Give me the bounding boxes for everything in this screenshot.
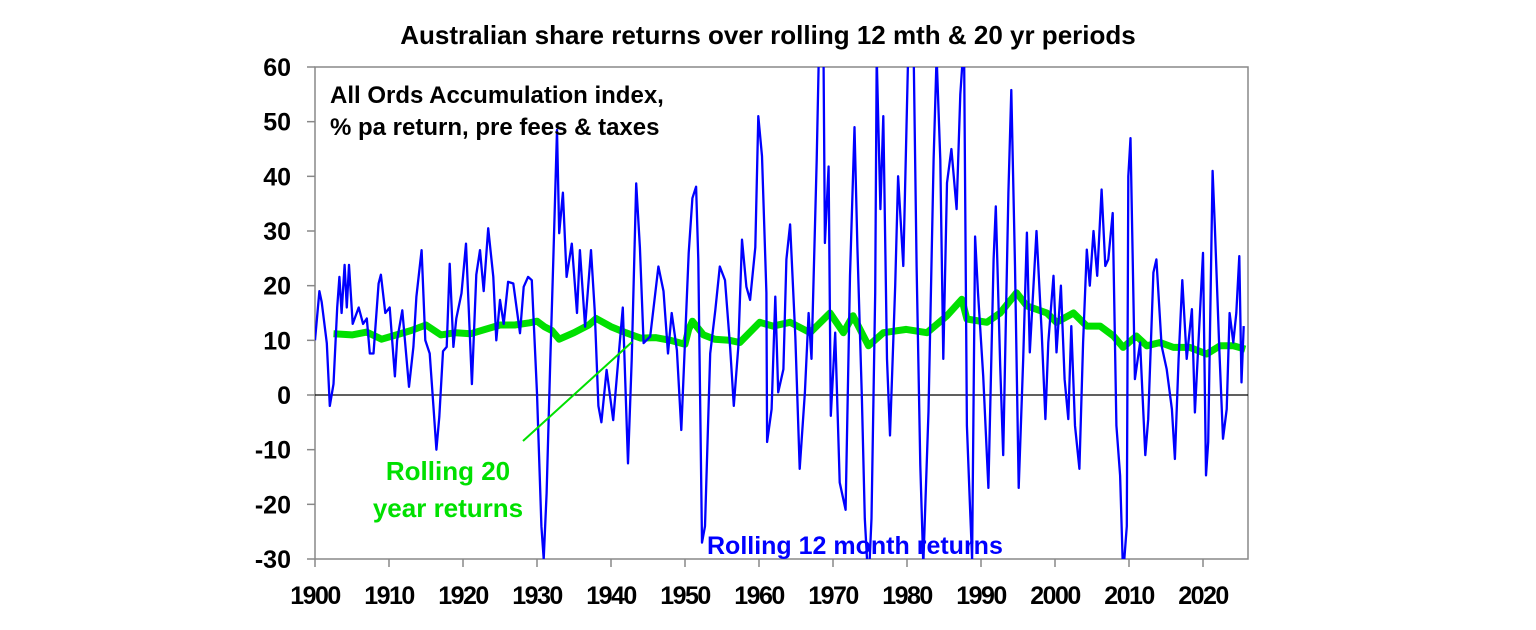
y-tick-label: -10: [255, 437, 291, 465]
annotation-arrow: [522, 341, 633, 442]
y-tick-label: 40: [263, 163, 291, 191]
y-tick-label: 50: [263, 109, 291, 137]
x-tick-label: 1960: [734, 582, 784, 610]
plot-area: [314, 66, 1249, 560]
chart-title: Australian share returns over rolling 12…: [400, 20, 1135, 50]
x-tick-label: 1920: [438, 582, 488, 610]
x-tick-label: 1950: [660, 582, 710, 610]
y-tick-label: 30: [263, 218, 291, 246]
series-line-rolling-20-year: [333, 289, 1247, 358]
y-tick-label: -30: [255, 546, 291, 574]
y-tick-label: 60: [263, 54, 291, 82]
annotation-line-1: All Ords Accumulation index,: [330, 82, 664, 109]
x-tick-label: 2010: [1104, 582, 1154, 610]
x-tick-label: 2000: [1030, 582, 1080, 610]
x-tick-label: 1980: [882, 582, 932, 610]
y-tick-label: 10: [263, 327, 291, 355]
series-label-rolling-12-month: Rolling 12 month returns: [707, 532, 1003, 560]
x-tick-label: 1970: [808, 582, 858, 610]
y-tick-label: 0: [277, 382, 291, 410]
x-tick-label: 1900: [290, 582, 340, 610]
x-tick-label: 2020: [1178, 582, 1228, 610]
series-label-rolling-20-year-1: Rolling 20: [386, 456, 510, 486]
y-tick-label: -20: [255, 491, 291, 519]
y-tick-label: 20: [263, 273, 291, 301]
annotation-line-2: % pa return, pre fees & taxes: [330, 114, 659, 141]
x-tick-label: 1940: [586, 582, 636, 610]
series-line-rolling-12-month: [315, 67, 1245, 559]
x-tick-label: 1990: [956, 582, 1006, 610]
x-tick-label: 1910: [364, 582, 414, 610]
x-tick-label: 1930: [512, 582, 562, 610]
series-label-rolling-20-year-2: year returns: [373, 493, 523, 523]
